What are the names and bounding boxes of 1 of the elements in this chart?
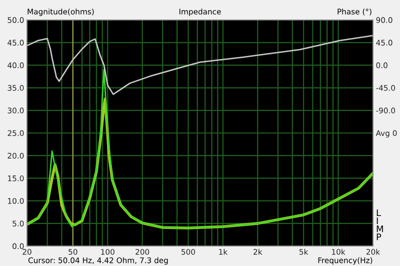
text: LIMP: [376, 209, 383, 240]
